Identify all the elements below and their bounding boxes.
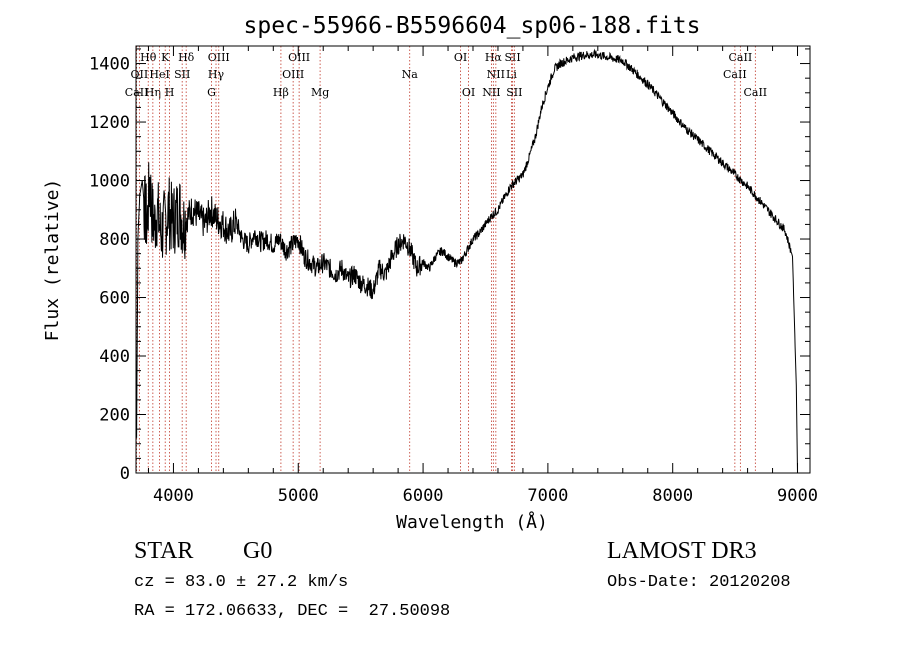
spectral-line-markers: Hθ OII CaII Hη K HeI SII H Hδ OIII Hγ G Hβ OIII OIII Mg…: [125, 46, 767, 473]
y-tick-label: 600: [99, 289, 130, 309]
line-marker-label: NII: [487, 68, 505, 81]
line-marker-label: H: [165, 86, 175, 99]
y-axis: 0 200 400 600 800 1000 1200 1400: [89, 48, 810, 484]
line-marker-label: CaII: [723, 68, 747, 81]
line-marker-label: Hγ: [208, 68, 225, 81]
plot-frame: [135, 45, 811, 474]
survey-name: LAMOST DR3: [607, 538, 757, 564]
y-tick-label: 1000: [89, 172, 130, 192]
x-tick-label: 9000: [777, 486, 818, 506]
line-marker-label: Hη: [145, 86, 161, 99]
y-tick-label: 800: [99, 230, 130, 250]
x-axis: 4000 5000 6000 7000 8000 9000: [147, 46, 818, 506]
line-marker-label: SII: [504, 51, 520, 64]
line-marker-label: CaII: [743, 86, 767, 99]
line-marker-label: G: [207, 86, 216, 99]
y-tick-label: 1200: [89, 113, 130, 133]
object-subclass: G0: [243, 538, 273, 564]
observation-date: Obs-Date: 20120208: [607, 573, 791, 592]
line-marker-label: Hβ: [273, 86, 289, 99]
line-marker-label: Na: [402, 68, 419, 81]
line-marker-label: OIII: [282, 68, 304, 81]
redshift-velocity: cz = 83.0 ± 27.2 km/s: [134, 573, 349, 592]
x-tick-label: 4000: [153, 486, 194, 506]
line-marker-label: OI: [454, 51, 467, 64]
line-marker-label: Hα: [485, 51, 503, 64]
y-axis-label: Flux (relative): [42, 179, 63, 342]
line-marker-label: OII: [131, 68, 149, 81]
chart-title: spec-55966-B5596604_sp06-188.fits: [244, 13, 701, 39]
line-marker-label: Mg: [311, 86, 329, 99]
line-marker-label: NII: [482, 86, 500, 99]
y-tick-label: 1400: [89, 55, 130, 75]
line-marker-label: OIII: [208, 51, 230, 64]
x-tick-label: 7000: [527, 486, 568, 506]
line-marker-label: OIII: [288, 51, 310, 64]
x-tick-label: 8000: [652, 486, 693, 506]
flux-line: [136, 48, 798, 474]
line-marker-label: Hδ: [178, 51, 195, 64]
x-axis-label: Wavelength (Å): [396, 511, 548, 533]
spectrum-series: [136, 48, 798, 474]
line-marker-label: SII: [174, 68, 190, 81]
y-tick-label: 200: [99, 406, 130, 426]
y-tick-label: 0: [120, 464, 130, 484]
line-marker-label: CaII: [729, 51, 753, 64]
y-tick-label: 400: [99, 347, 130, 367]
object-class: STAR: [134, 538, 194, 564]
line-marker-label: OI: [462, 86, 475, 99]
x-tick-label: 5000: [278, 486, 319, 506]
x-tick-label: 6000: [403, 486, 444, 506]
sky-coordinates: RA = 172.06633, DEC = 27.50098: [134, 602, 451, 621]
line-marker-label: HeI: [149, 68, 169, 81]
line-marker-label: Li: [506, 68, 517, 81]
line-marker-label: SII: [506, 86, 522, 99]
line-marker-label: K: [161, 51, 170, 64]
line-marker-label: Hθ: [140, 51, 157, 64]
